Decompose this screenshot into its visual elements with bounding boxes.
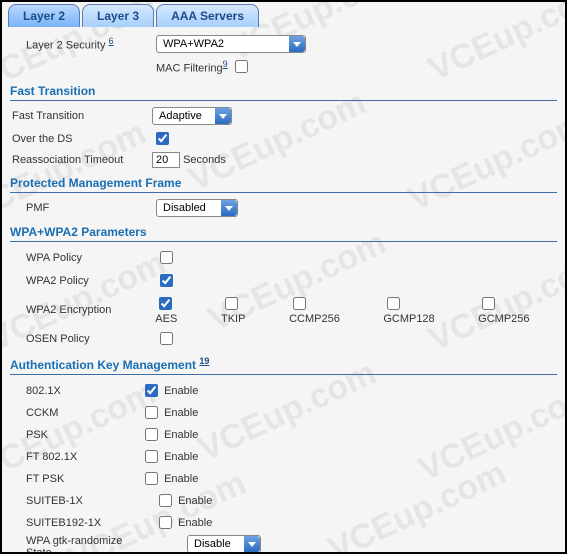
auth-suiteb1x-checkbox[interactable] bbox=[159, 494, 172, 507]
auth-ftpsk-checkbox[interactable] bbox=[145, 472, 158, 485]
fast-transition-select[interactable]: Adaptive bbox=[152, 107, 232, 125]
enc-ccmp256-checkbox[interactable] bbox=[293, 297, 306, 310]
osen-label: OSEN Policy bbox=[26, 333, 156, 345]
enable-label: Enable bbox=[178, 495, 212, 507]
tab-aaa-servers[interactable]: AAA Servers bbox=[156, 4, 259, 27]
wpa2-enc-row: WPA2 Encryption AES TKIP CCMP256 GCMP128… bbox=[26, 294, 559, 325]
enc-aes-label: AES bbox=[155, 313, 177, 325]
over-ds-label: Over the DS bbox=[12, 133, 152, 145]
auth-psk-row: PSK Enable bbox=[26, 425, 559, 444]
reassoc-row: Reassociation Timeout Seconds bbox=[12, 152, 559, 168]
divider bbox=[10, 100, 557, 101]
mac-filtering-label: MAC Filtering9 bbox=[156, 59, 228, 75]
over-ds-checkbox[interactable] bbox=[156, 132, 169, 145]
auth-cckm-checkbox[interactable] bbox=[145, 406, 158, 419]
auth-8021x-label: 802.1X bbox=[26, 385, 141, 397]
auth-8021x-row: 802.1X Enable bbox=[26, 381, 559, 400]
enc-gcmp128-label: GCMP128 bbox=[383, 313, 434, 325]
enable-label: Enable bbox=[164, 385, 198, 397]
layer2-security-label: Layer 2 Security 6 bbox=[26, 36, 156, 52]
divider bbox=[10, 192, 557, 193]
tab-layer3[interactable]: Layer 3 bbox=[82, 4, 154, 27]
enc-aes-checkbox[interactable] bbox=[159, 297, 172, 310]
tab-layer2[interactable]: Layer 2 bbox=[8, 4, 80, 27]
gtk-select[interactable]: Disable bbox=[187, 535, 261, 553]
osen-row: OSEN Policy bbox=[26, 329, 559, 348]
auth-ftpsk-label: FT PSK bbox=[26, 473, 141, 485]
auth-ftpsk-row: FT PSK Enable bbox=[26, 469, 559, 488]
pmf-label: PMF bbox=[26, 202, 156, 214]
reassoc-label: Reassociation Timeout bbox=[12, 154, 152, 166]
gtk-row: WPA gtk-randomize State 14 Disable bbox=[26, 535, 559, 554]
auth-psk-label: PSK bbox=[26, 429, 141, 441]
enable-label: Enable bbox=[164, 429, 198, 441]
mac-filtering-row: MAC Filtering9 bbox=[26, 57, 559, 76]
mac-filtering-checkbox[interactable] bbox=[235, 60, 248, 73]
footnote-9[interactable]: 9 bbox=[223, 59, 228, 69]
enc-gcmp128-checkbox[interactable] bbox=[387, 297, 400, 310]
footnote-6[interactable]: 6 bbox=[109, 36, 114, 46]
wpa-policy-row: WPA Policy bbox=[26, 248, 559, 267]
pmf-select-wrap: Disabled bbox=[156, 199, 238, 217]
over-ds-row: Over the DS bbox=[12, 129, 559, 148]
section-wpa-params-title: WPA+WPA2 Parameters bbox=[10, 225, 559, 239]
enc-gcmp256-label: GCMP256 bbox=[478, 313, 529, 325]
section-pmf-title: Protected Management Frame bbox=[10, 176, 559, 190]
footnote-19[interactable]: 19 bbox=[199, 356, 209, 366]
layer2-security-select-wrap: WPA+WPA2 bbox=[156, 35, 306, 53]
auth-ft8021x-checkbox[interactable] bbox=[145, 450, 158, 463]
auth-suiteb1921x-row: SUITEB192-1X Enable bbox=[26, 513, 559, 532]
enc-gcmp256-checkbox[interactable] bbox=[482, 297, 495, 310]
wpa2-policy-row: WPA2 Policy bbox=[26, 271, 559, 290]
auth-suiteb1921x-checkbox[interactable] bbox=[159, 516, 172, 529]
enc-ccmp256-label: CCMP256 bbox=[289, 313, 340, 325]
osen-checkbox[interactable] bbox=[160, 332, 173, 345]
fast-transition-label: Fast Transition bbox=[12, 110, 152, 122]
section-fast-transition-title: Fast Transition bbox=[10, 84, 559, 98]
reassoc-unit: Seconds bbox=[183, 154, 226, 166]
wpa-policy-checkbox[interactable] bbox=[160, 251, 173, 264]
layer2-security-select[interactable]: WPA+WPA2 bbox=[156, 35, 306, 53]
gtk-label: WPA gtk-randomize State 14 bbox=[26, 535, 141, 554]
auth-suiteb1x-label: SUITEB-1X bbox=[26, 495, 141, 507]
reassoc-timeout-input[interactable] bbox=[152, 152, 180, 168]
tab-bar: Layer 2 Layer 3 AAA Servers bbox=[8, 4, 559, 27]
section-auth-title: Authentication Key Management 19 bbox=[10, 356, 559, 372]
enable-label: Enable bbox=[178, 517, 212, 529]
auth-ft8021x-label: FT 802.1X bbox=[26, 451, 141, 463]
auth-cckm-row: CCKM Enable bbox=[26, 403, 559, 422]
divider bbox=[10, 241, 557, 242]
gtk-select-wrap: Disable bbox=[187, 535, 261, 553]
auth-8021x-checkbox[interactable] bbox=[145, 384, 158, 397]
wpa2-enc-label: WPA2 Encryption bbox=[26, 304, 155, 316]
enable-label: Enable bbox=[164, 407, 198, 419]
security-panel: VCEup.com VCEup.com VCEup.com VCEup.com … bbox=[0, 0, 567, 554]
enable-label: Enable bbox=[164, 473, 198, 485]
auth-psk-checkbox[interactable] bbox=[145, 428, 158, 441]
encryption-options: AES TKIP CCMP256 GCMP128 GCMP256 bbox=[155, 294, 559, 325]
auth-suiteb1921x-label: SUITEB192-1X bbox=[26, 517, 141, 529]
wpa2-policy-label: WPA2 Policy bbox=[26, 275, 156, 287]
divider bbox=[10, 374, 557, 375]
fast-transition-select-wrap: Adaptive bbox=[152, 107, 232, 125]
auth-cckm-label: CCKM bbox=[26, 407, 141, 419]
layer2-security-row: Layer 2 Security 6 WPA+WPA2 bbox=[26, 35, 559, 53]
enable-label: Enable bbox=[164, 451, 198, 463]
pmf-row: PMF Disabled bbox=[26, 199, 559, 217]
wpa-policy-label: WPA Policy bbox=[26, 252, 156, 264]
enc-tkip-label: TKIP bbox=[221, 313, 245, 325]
pmf-select[interactable]: Disabled bbox=[156, 199, 238, 217]
auth-ft8021x-row: FT 802.1X Enable bbox=[26, 447, 559, 466]
auth-suiteb1x-row: SUITEB-1X Enable bbox=[26, 491, 559, 510]
wpa2-policy-checkbox[interactable] bbox=[160, 274, 173, 287]
enc-tkip-checkbox[interactable] bbox=[225, 297, 238, 310]
fast-transition-mode-row: Fast Transition Adaptive bbox=[12, 107, 559, 125]
panel-content: Layer 2 Layer 3 AAA Servers Layer 2 Secu… bbox=[2, 2, 565, 554]
